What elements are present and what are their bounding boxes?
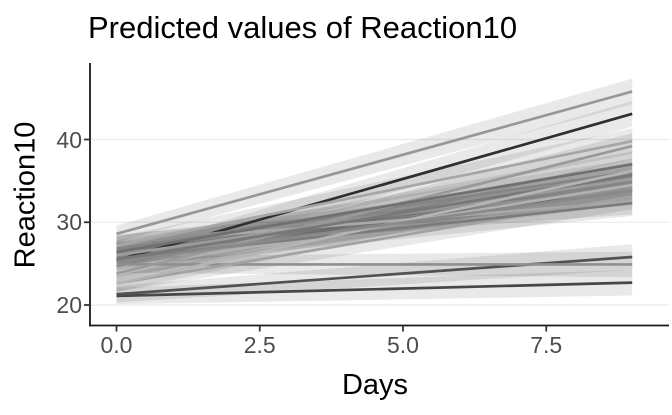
x-tick-label-3: 7.5	[530, 332, 563, 358]
chart-title: Predicted values of Reaction10	[88, 10, 518, 45]
series-line	[116, 281, 633, 298]
confidence-ribbon	[116, 269, 633, 305]
y-tick-label-2: 40	[56, 126, 82, 153]
x-axis-title: Days	[341, 369, 409, 401]
y-tick-label-0: 20	[56, 292, 82, 318]
series-line	[116, 189, 633, 264]
series-line	[116, 162, 633, 254]
x-tick-label-0: 0.0	[100, 332, 133, 358]
y-tick-label-1: 30	[56, 209, 82, 236]
series-line	[116, 139, 633, 247]
x-tick-label-2: 5.0	[387, 332, 419, 358]
series-line	[116, 144, 633, 275]
series-line	[116, 90, 633, 236]
confidence-ribbon	[116, 101, 633, 269]
confidence-ribbon	[116, 78, 633, 243]
confidence-ribbon	[116, 244, 633, 303]
series-line	[116, 195, 633, 285]
x-tick-label-1: 2.5	[243, 332, 276, 358]
